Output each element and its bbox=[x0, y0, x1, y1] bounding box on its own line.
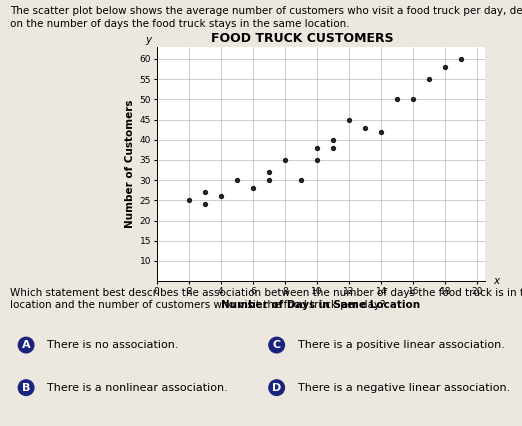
Text: There is no association.: There is no association. bbox=[47, 340, 179, 350]
Point bbox=[297, 177, 305, 184]
Text: B: B bbox=[22, 383, 30, 393]
Point bbox=[409, 96, 418, 103]
Text: location and the number of customers who visit the food truck per day?: location and the number of customers who… bbox=[10, 300, 386, 310]
Point bbox=[184, 197, 193, 204]
Text: There is a positive linear association.: There is a positive linear association. bbox=[298, 340, 504, 350]
Text: FOOD TRUCK CUSTOMERS: FOOD TRUCK CUSTOMERS bbox=[211, 32, 394, 45]
Point bbox=[441, 63, 449, 70]
Point bbox=[329, 136, 337, 143]
Text: on the number of days the food truck stays in the same location.: on the number of days the food truck sta… bbox=[10, 19, 350, 29]
Point bbox=[425, 76, 433, 83]
Point bbox=[329, 144, 337, 151]
Point bbox=[345, 116, 353, 123]
Point bbox=[248, 185, 257, 192]
Point bbox=[200, 189, 209, 196]
Point bbox=[361, 124, 370, 131]
Text: D: D bbox=[272, 383, 281, 393]
Text: x: x bbox=[493, 276, 500, 286]
Point bbox=[457, 55, 466, 62]
Text: There is a nonlinear association.: There is a nonlinear association. bbox=[47, 383, 228, 393]
Text: There is a negative linear association.: There is a negative linear association. bbox=[298, 383, 510, 393]
Text: The scatter plot below shows the average number of customers who visit a food tr: The scatter plot below shows the average… bbox=[10, 6, 522, 16]
Text: A: A bbox=[22, 340, 30, 350]
Point bbox=[377, 128, 385, 135]
X-axis label: Number of Days in Same Location: Number of Days in Same Location bbox=[221, 300, 421, 310]
Point bbox=[265, 169, 273, 176]
Text: y: y bbox=[146, 35, 152, 45]
Text: Which statement best describes the association between the number of days the fo: Which statement best describes the assoc… bbox=[10, 288, 522, 297]
Point bbox=[313, 157, 321, 164]
Y-axis label: Number of Customers: Number of Customers bbox=[125, 100, 135, 228]
Point bbox=[200, 201, 209, 208]
Point bbox=[233, 177, 241, 184]
Text: C: C bbox=[272, 340, 281, 350]
Point bbox=[217, 193, 225, 200]
Point bbox=[313, 144, 321, 151]
Point bbox=[265, 177, 273, 184]
Point bbox=[281, 157, 289, 164]
Point bbox=[393, 96, 401, 103]
